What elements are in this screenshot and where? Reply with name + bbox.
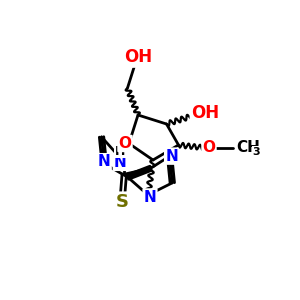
Text: 3: 3 [253,147,260,157]
Text: O: O [202,140,215,155]
Text: CH: CH [236,140,260,155]
Text: S: S [116,193,129,211]
Text: O: O [118,136,131,151]
Text: OH: OH [191,104,219,122]
Text: N: N [165,148,178,164]
Text: OH: OH [124,49,153,67]
Text: H: H [115,145,125,158]
Text: N: N [98,154,111,169]
Text: N: N [114,155,127,170]
Text: N: N [144,190,156,205]
